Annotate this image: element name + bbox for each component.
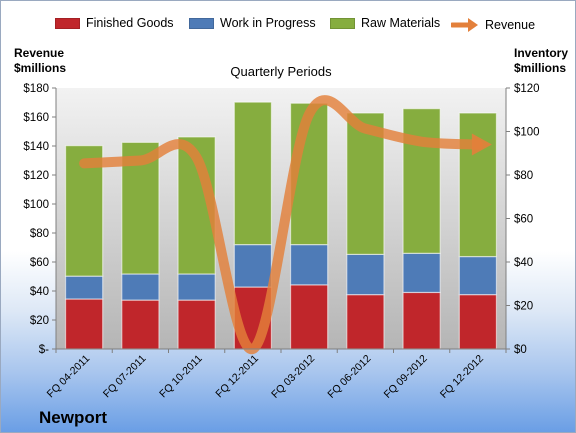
legend-label-work-in-progress: Work in Progress [220, 16, 316, 30]
left-axis-tick-label: $80 [30, 228, 49, 240]
finished-goods-swatch [55, 17, 80, 29]
left-axis-tick-label: $20 [30, 315, 49, 327]
work-in-progress-bar [233, 244, 273, 288]
right-axis-tick-label: $60 [514, 214, 533, 226]
left-axis-tick-label: $- [39, 344, 49, 356]
right-axis-title-line2: $millions [514, 61, 567, 75]
work-in-progress-swatch [189, 17, 214, 29]
finished-goods-bar [289, 284, 329, 350]
raw-materials-bar [402, 108, 441, 254]
raw-materials-bar [458, 112, 498, 258]
legend-item-finished-goods: Finished Goods [55, 16, 174, 30]
legend-item-raw-materials: Raw Materials [330, 16, 440, 30]
work-in-progress-bar [346, 253, 385, 296]
revenue-line-swatch [449, 16, 479, 34]
right-axis-tick-label: $0 [514, 344, 527, 356]
x-axis-category-label: FQ 10-2011 [157, 353, 205, 401]
work-in-progress-bar [289, 244, 329, 286]
finished-goods-bar [402, 291, 441, 350]
left-axis-tick-label: $180 [23, 83, 49, 95]
legend-label-raw-materials: Raw Materials [361, 16, 441, 30]
finished-goods-bar [346, 294, 385, 350]
left-axis-tick-label: $40 [30, 286, 49, 298]
x-axis-category-label: FQ 09-2012 [382, 353, 430, 401]
right-axis-tick-label: $80 [514, 170, 533, 182]
x-axis-category-label: FQ 12-2012 [438, 353, 486, 401]
left-axis-title-line2: $millions [14, 61, 67, 75]
right-axis-title-line1: Inventory [514, 46, 569, 60]
x-axis-category-label: FQ 03-2012 [269, 353, 317, 401]
legend: Finished Goods Work in Progress Raw Mate… [55, 16, 555, 34]
work-in-progress-bar [402, 252, 441, 294]
work-in-progress-bar [64, 275, 104, 300]
legend-item-revenue: Revenue [449, 16, 536, 34]
x-axis-category-label: FQ 06-2012 [325, 353, 373, 401]
legend-label-revenue: Revenue [485, 18, 536, 32]
left-axis-tick-label: $120 [23, 170, 49, 182]
legend-label-finished-goods: Finished Goods [86, 16, 174, 30]
revenue-line [79, 95, 483, 354]
right-axis-tick-label: $100 [514, 127, 540, 139]
x-axis-category-label: FQ 12-2011 [213, 353, 261, 401]
company-name: Newport [39, 408, 107, 427]
finished-goods-bar [121, 299, 160, 350]
finished-goods-bar [177, 299, 216, 350]
revenue-arrowhead [471, 133, 492, 156]
right-axis-tick-label: $40 [514, 257, 533, 269]
work-in-progress-bar [177, 273, 216, 301]
left-axis-tick-label: $100 [23, 199, 49, 211]
left-axis-tick-label: $60 [30, 257, 49, 269]
right-axis-title: Inventory $millions [514, 46, 568, 76]
finished-goods-bar [64, 298, 104, 350]
finished-goods-bar [458, 294, 498, 350]
right-axis-tick-label: $120 [514, 83, 540, 95]
work-in-progress-bar [121, 273, 160, 301]
raw-materials-swatch [330, 17, 355, 29]
left-axis-tick-label: $160 [23, 112, 49, 124]
x-axis-category-label: FQ 07-2011 [101, 353, 149, 401]
right-axis-tick-label: $20 [514, 301, 533, 313]
work-in-progress-bar [458, 255, 498, 296]
left-axis-title: Revenue $millions [14, 46, 66, 76]
x-axis-category-label: FQ 04-2011 [45, 353, 93, 401]
left-axis-title-line1: Revenue [14, 46, 65, 60]
chart-title: Quarterly Periods [230, 64, 332, 79]
legend-item-work-in-progress: Work in Progress [189, 16, 316, 30]
raw-materials-bar [233, 101, 273, 246]
left-axis-tick-label: $140 [23, 141, 49, 153]
